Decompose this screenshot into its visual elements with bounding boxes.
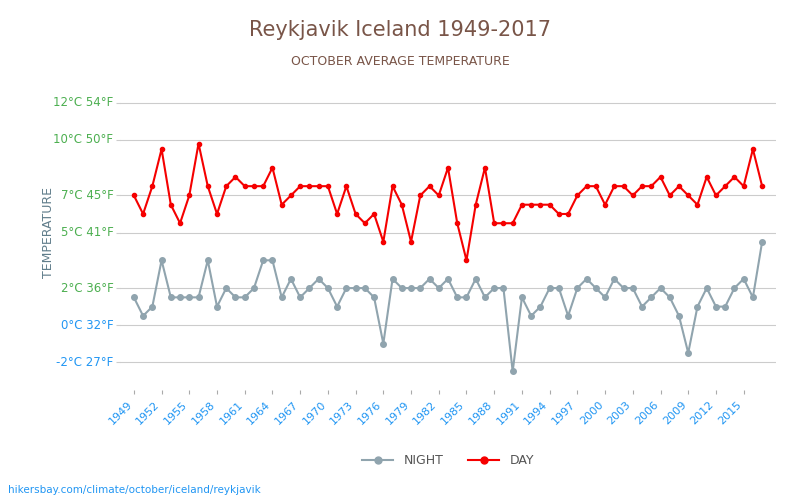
- Text: OCTOBER AVERAGE TEMPERATURE: OCTOBER AVERAGE TEMPERATURE: [290, 55, 510, 68]
- Text: 0°C 32°F: 0°C 32°F: [61, 318, 114, 332]
- Text: 10°C 50°F: 10°C 50°F: [54, 134, 114, 146]
- Y-axis label: TEMPERATURE: TEMPERATURE: [42, 187, 55, 278]
- Legend: NIGHT, DAY: NIGHT, DAY: [357, 449, 539, 472]
- Text: hikersbay.com/climate/october/iceland/reykjavik: hikersbay.com/climate/october/iceland/re…: [8, 485, 261, 495]
- Text: 2°C 36°F: 2°C 36°F: [61, 282, 114, 294]
- Text: 12°C 54°F: 12°C 54°F: [53, 96, 114, 110]
- Text: -2°C 27°F: -2°C 27°F: [56, 356, 114, 368]
- Text: 7°C 45°F: 7°C 45°F: [61, 189, 114, 202]
- Text: Reykjavik Iceland 1949-2017: Reykjavik Iceland 1949-2017: [249, 20, 551, 40]
- Text: 5°C 41°F: 5°C 41°F: [61, 226, 114, 239]
